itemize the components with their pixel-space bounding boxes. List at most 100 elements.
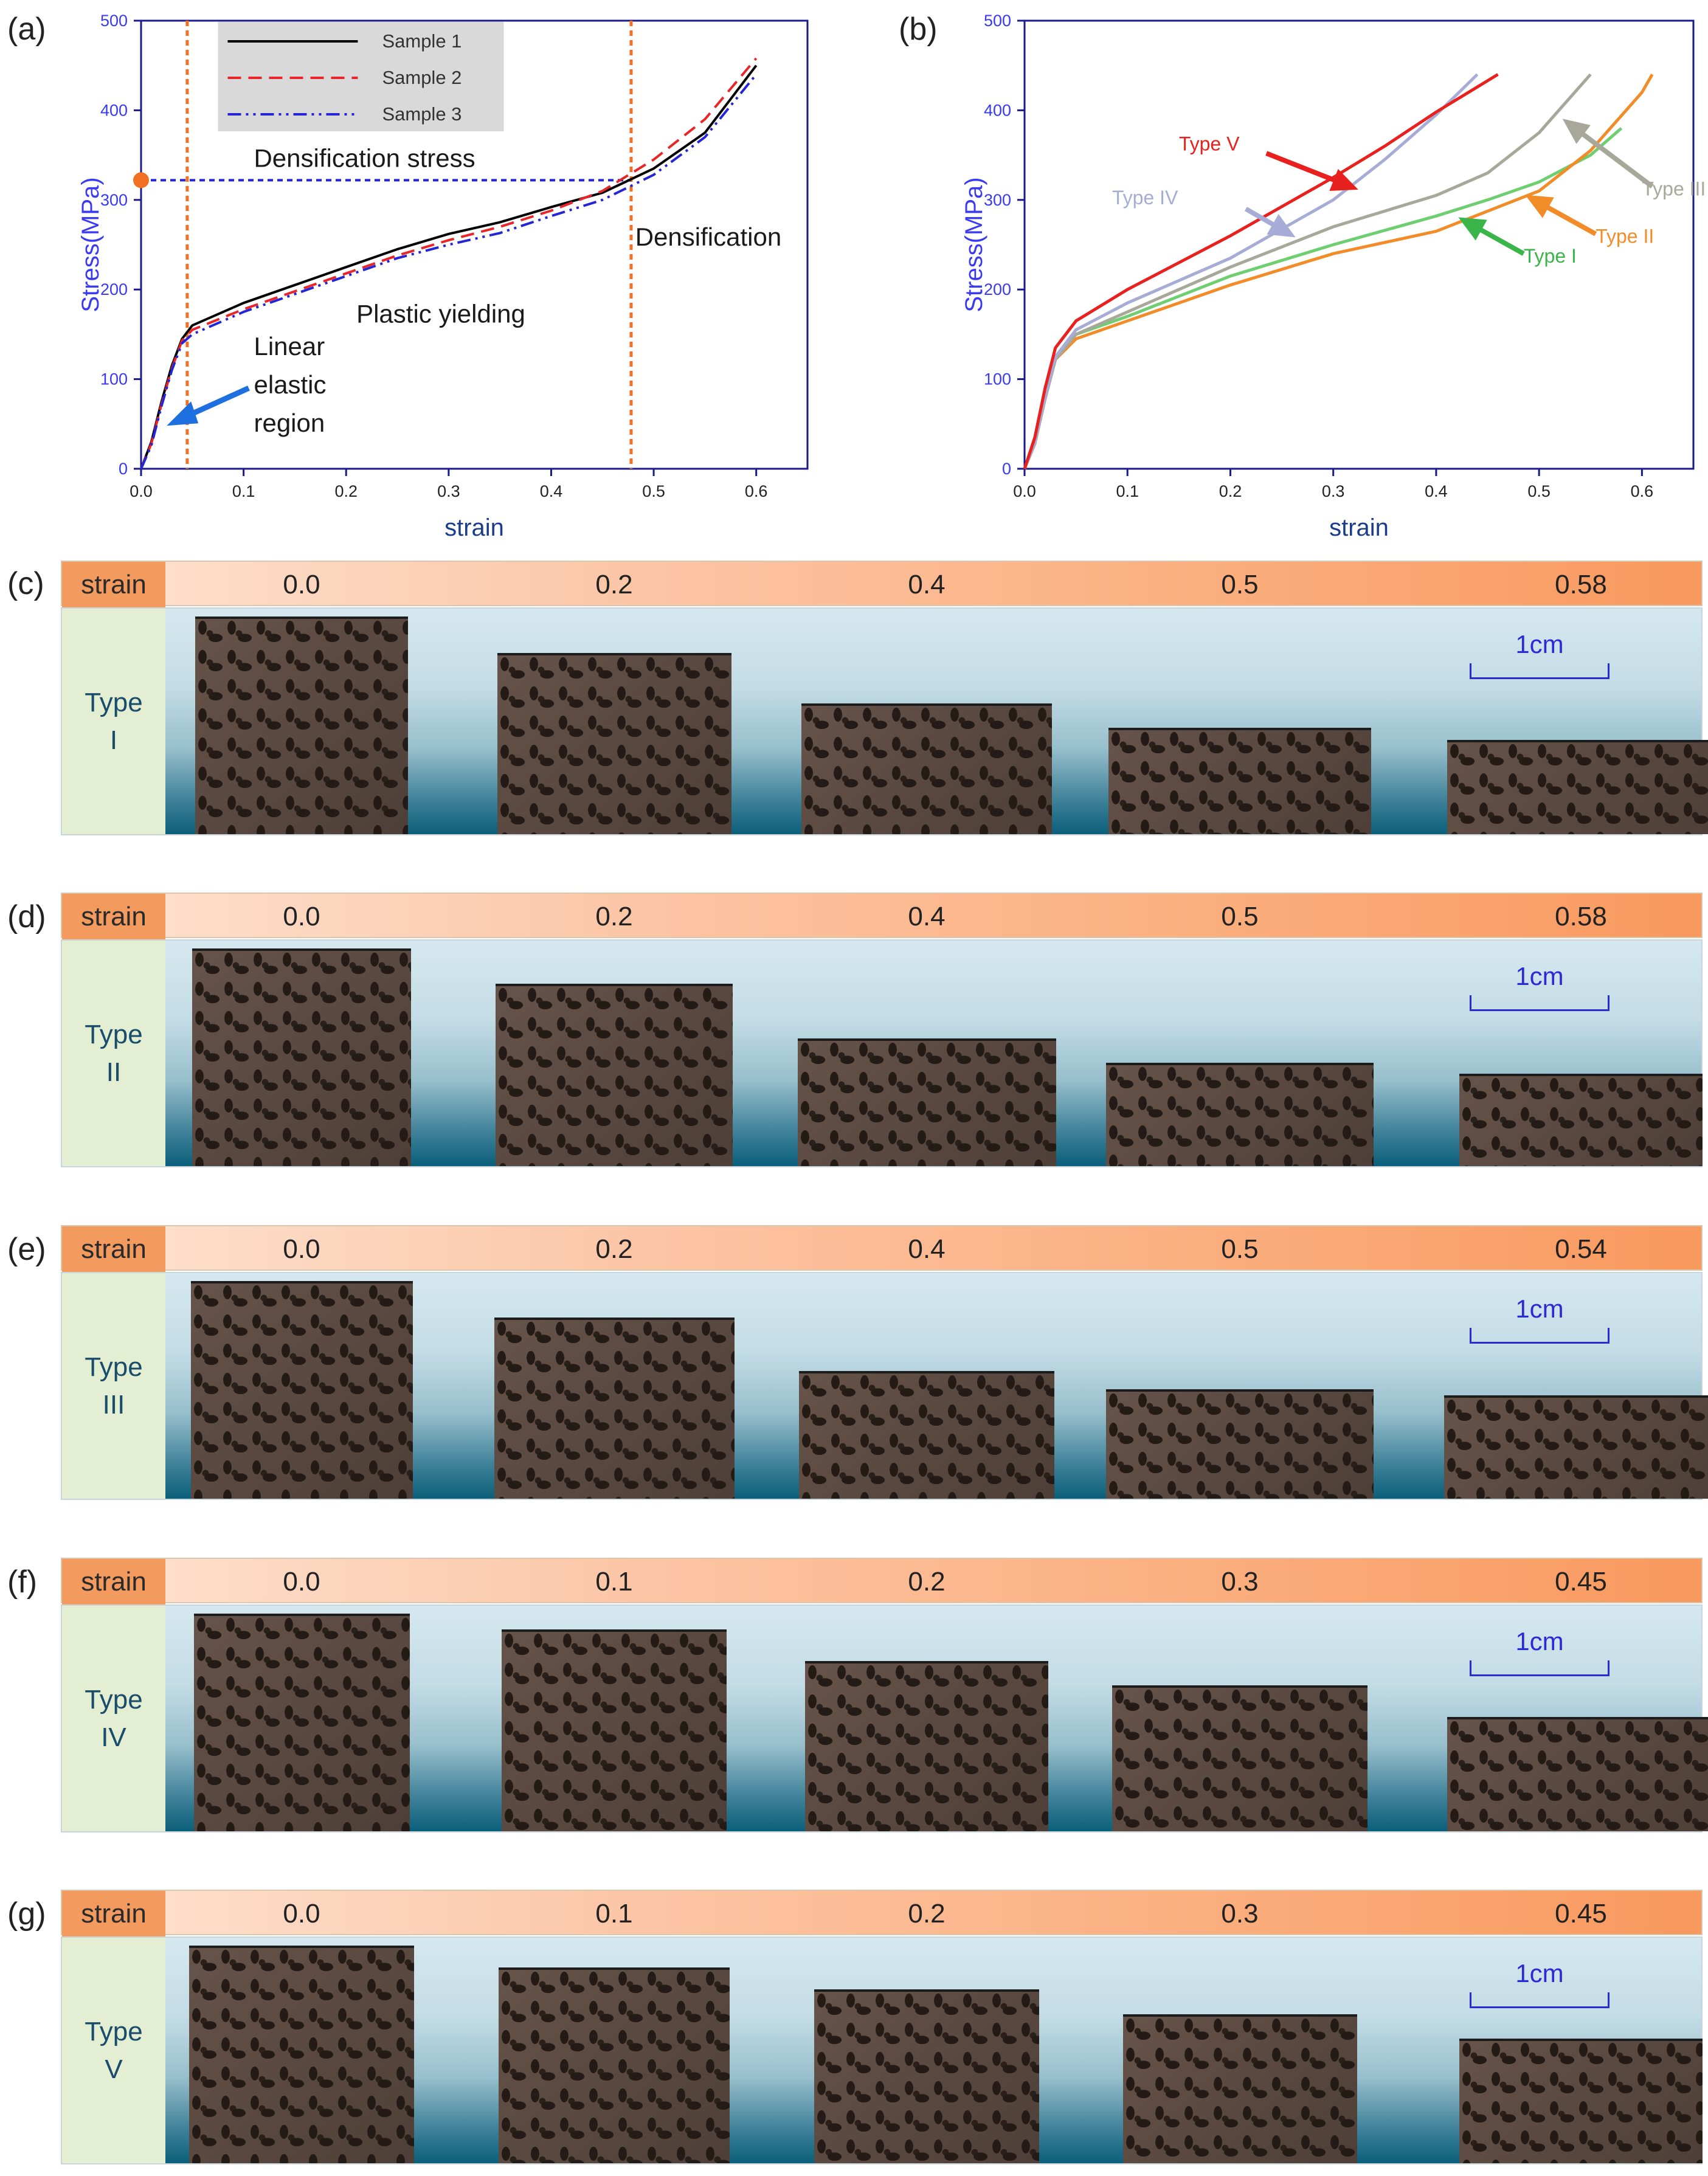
sample-image-strip: Type I 1cm [61, 607, 1708, 835]
b-y-tick-label: 100 [984, 370, 1011, 389]
deformation-row: strain 0.0 0.2 0.4 0.5 0.58 Type I 1cm [61, 561, 1708, 837]
panel-label-d: (d) [7, 899, 46, 934]
b-label-type-iii: Type III [1642, 178, 1706, 199]
b-arrow-shaft [1538, 200, 1597, 237]
compressed-sample-photo [494, 1318, 735, 1499]
b-x-tick-label: 0.4 [1425, 482, 1448, 500]
b-plot-frame [1023, 19, 1695, 470]
chart-b: 0 100 200 300 400 500 0.0 0.1 0.2 0.3 0.4 0.5 0.6 str… [961, 12, 1706, 541]
b-series-type-v [1023, 73, 1499, 469]
a-plastic-yielding-label: Plastic yielding [356, 300, 525, 328]
a-y-tick-label: 100 [100, 370, 128, 389]
compressed-sample-photo [1447, 1717, 1708, 1831]
scale-bar-label: 1cm [1515, 962, 1564, 990]
a-linear-elastic-label: region [254, 409, 325, 437]
type-label-text: Type [85, 1019, 143, 1049]
strain-value: 0.4 [908, 1234, 946, 1264]
sample-image-strip: Type V 1cm [61, 1936, 1703, 2164]
b-y-axis-title: Stress(MPa) [961, 177, 987, 312]
strain-value: 0.0 [283, 1899, 320, 1929]
strain-value: 0.5 [1221, 1234, 1259, 1264]
sample-image-strip: Type II 1cm [61, 939, 1703, 1167]
type-label-cell: Type II [62, 941, 165, 1166]
b-arrow-head [1458, 217, 1487, 241]
a-plot-frame [140, 19, 809, 470]
strain-value: 0.0 [283, 570, 320, 599]
compressed-sample-photo [797, 1038, 1056, 1166]
a-x-tick-label: 0.6 [745, 482, 768, 500]
compressed-sample-photo [195, 617, 408, 834]
b-x-tick-label: 0.2 [1219, 482, 1242, 500]
a-linear-elastic-label: Linear [254, 332, 325, 361]
panel-label-f: (f) [7, 1564, 38, 1600]
strain-header-label: strain [62, 1891, 165, 1936]
sample-image-strip: Type III 1cm [61, 1272, 1708, 1500]
compressed-sample-photo [1112, 1685, 1367, 1831]
type-label-text: III [102, 1389, 125, 1420]
strain-header-bar: strain 0.0 0.2 0.4 0.5 0.58 [61, 561, 1703, 607]
scale-bar [1470, 1328, 1609, 1344]
b-arrow-head [1525, 195, 1554, 218]
strain-value: 0.2 [908, 1567, 946, 1597]
b-label-type-iv: Type IV [1112, 187, 1178, 209]
a-densification-label: Densification [635, 223, 781, 251]
a-linear-arrow-head [167, 401, 199, 426]
compressed-sample-photo [496, 984, 733, 1166]
compressed-sample-photo [1459, 1074, 1703, 1166]
b-label-type-ii: Type II [1596, 226, 1654, 247]
type-label-text: Type [85, 1352, 143, 1382]
strain-header-bar: strain 0.0 0.2 0.4 0.5 0.58 [61, 893, 1703, 939]
strain-header-label: strain [62, 1559, 165, 1604]
a-x-tick-label: 0.1 [232, 482, 255, 500]
type-label-text: Type [85, 1684, 143, 1715]
compressed-sample-photo [189, 1946, 414, 2163]
type-label-text: IV [101, 1722, 126, 1752]
strain-header-bar: strain 0.0 0.1 0.2 0.3 0.45 [61, 1558, 1703, 1604]
a-densification-stress-label: Densification stress [254, 143, 475, 172]
b-series-type-iii [1023, 73, 1592, 469]
scale-bar [1470, 995, 1609, 1011]
b-label-type-v: Type V [1179, 133, 1240, 155]
type-label-text: V [105, 2054, 123, 2084]
a-x-tick-label: 0.0 [130, 482, 153, 500]
a-legend-label: Sample 1 [382, 30, 462, 52]
a-y-tick-label: 500 [100, 12, 128, 30]
strain-value: 0.45 [1555, 1899, 1607, 1929]
type-label-cell: Type III [62, 1273, 165, 1499]
strain-header-bar: strain 0.0 0.1 0.2 0.3 0.45 [61, 1890, 1703, 1936]
b-series-type-ii [1023, 74, 1654, 469]
strain-value: 0.3 [1221, 1567, 1259, 1597]
panel-label-b: (b) [899, 12, 938, 47]
strain-value: 0.2 [908, 1899, 946, 1929]
type-label-cell: Type IV [62, 1606, 165, 1831]
scale-bar [1470, 663, 1609, 679]
a-densification-stress-point [133, 172, 149, 188]
a-y-tick-label: 0 [119, 460, 128, 478]
type-label-text: II [106, 1057, 122, 1087]
b-y-tick-label: 300 [984, 191, 1011, 209]
b-y-tick-label: 500 [984, 12, 1011, 30]
chart-a: 0 100 200 300 400 500 0.0 0.1 0.2 0.3 0.4 0.5 0.6 str… [77, 12, 809, 541]
strain-value: 0.4 [908, 902, 946, 931]
strain-value: 0.3 [1221, 1899, 1259, 1929]
b-x-tick-label: 0.0 [1013, 482, 1036, 500]
strain-header-label: strain [62, 894, 165, 939]
compressed-sample-photo [1122, 2014, 1357, 2163]
scale-bar [1470, 1660, 1609, 1676]
b-x-axis-title: strain [1329, 514, 1389, 541]
panel-label-a: (a) [7, 12, 46, 47]
a-x-tick-label: 0.2 [334, 482, 358, 500]
strain-value: 0.2 [595, 1234, 633, 1264]
a-x-tick-label: 0.5 [642, 482, 665, 500]
strain-value: 0.0 [283, 1234, 320, 1264]
strain-value: 0.0 [283, 1567, 320, 1597]
compressed-sample-photo [1106, 1389, 1374, 1499]
compressed-sample-photo [799, 1371, 1054, 1499]
a-y-axis-title: Stress(MPa) [77, 177, 104, 312]
type-label-cell: Type I [62, 609, 165, 834]
a-x-tick-label: 0.4 [540, 482, 563, 500]
type-label-text: Type [85, 687, 143, 717]
sample-image-strip: Type IV 1cm [61, 1604, 1708, 1832]
a-series-sample-3 [140, 74, 758, 469]
compressed-sample-photo [1459, 2039, 1703, 2163]
